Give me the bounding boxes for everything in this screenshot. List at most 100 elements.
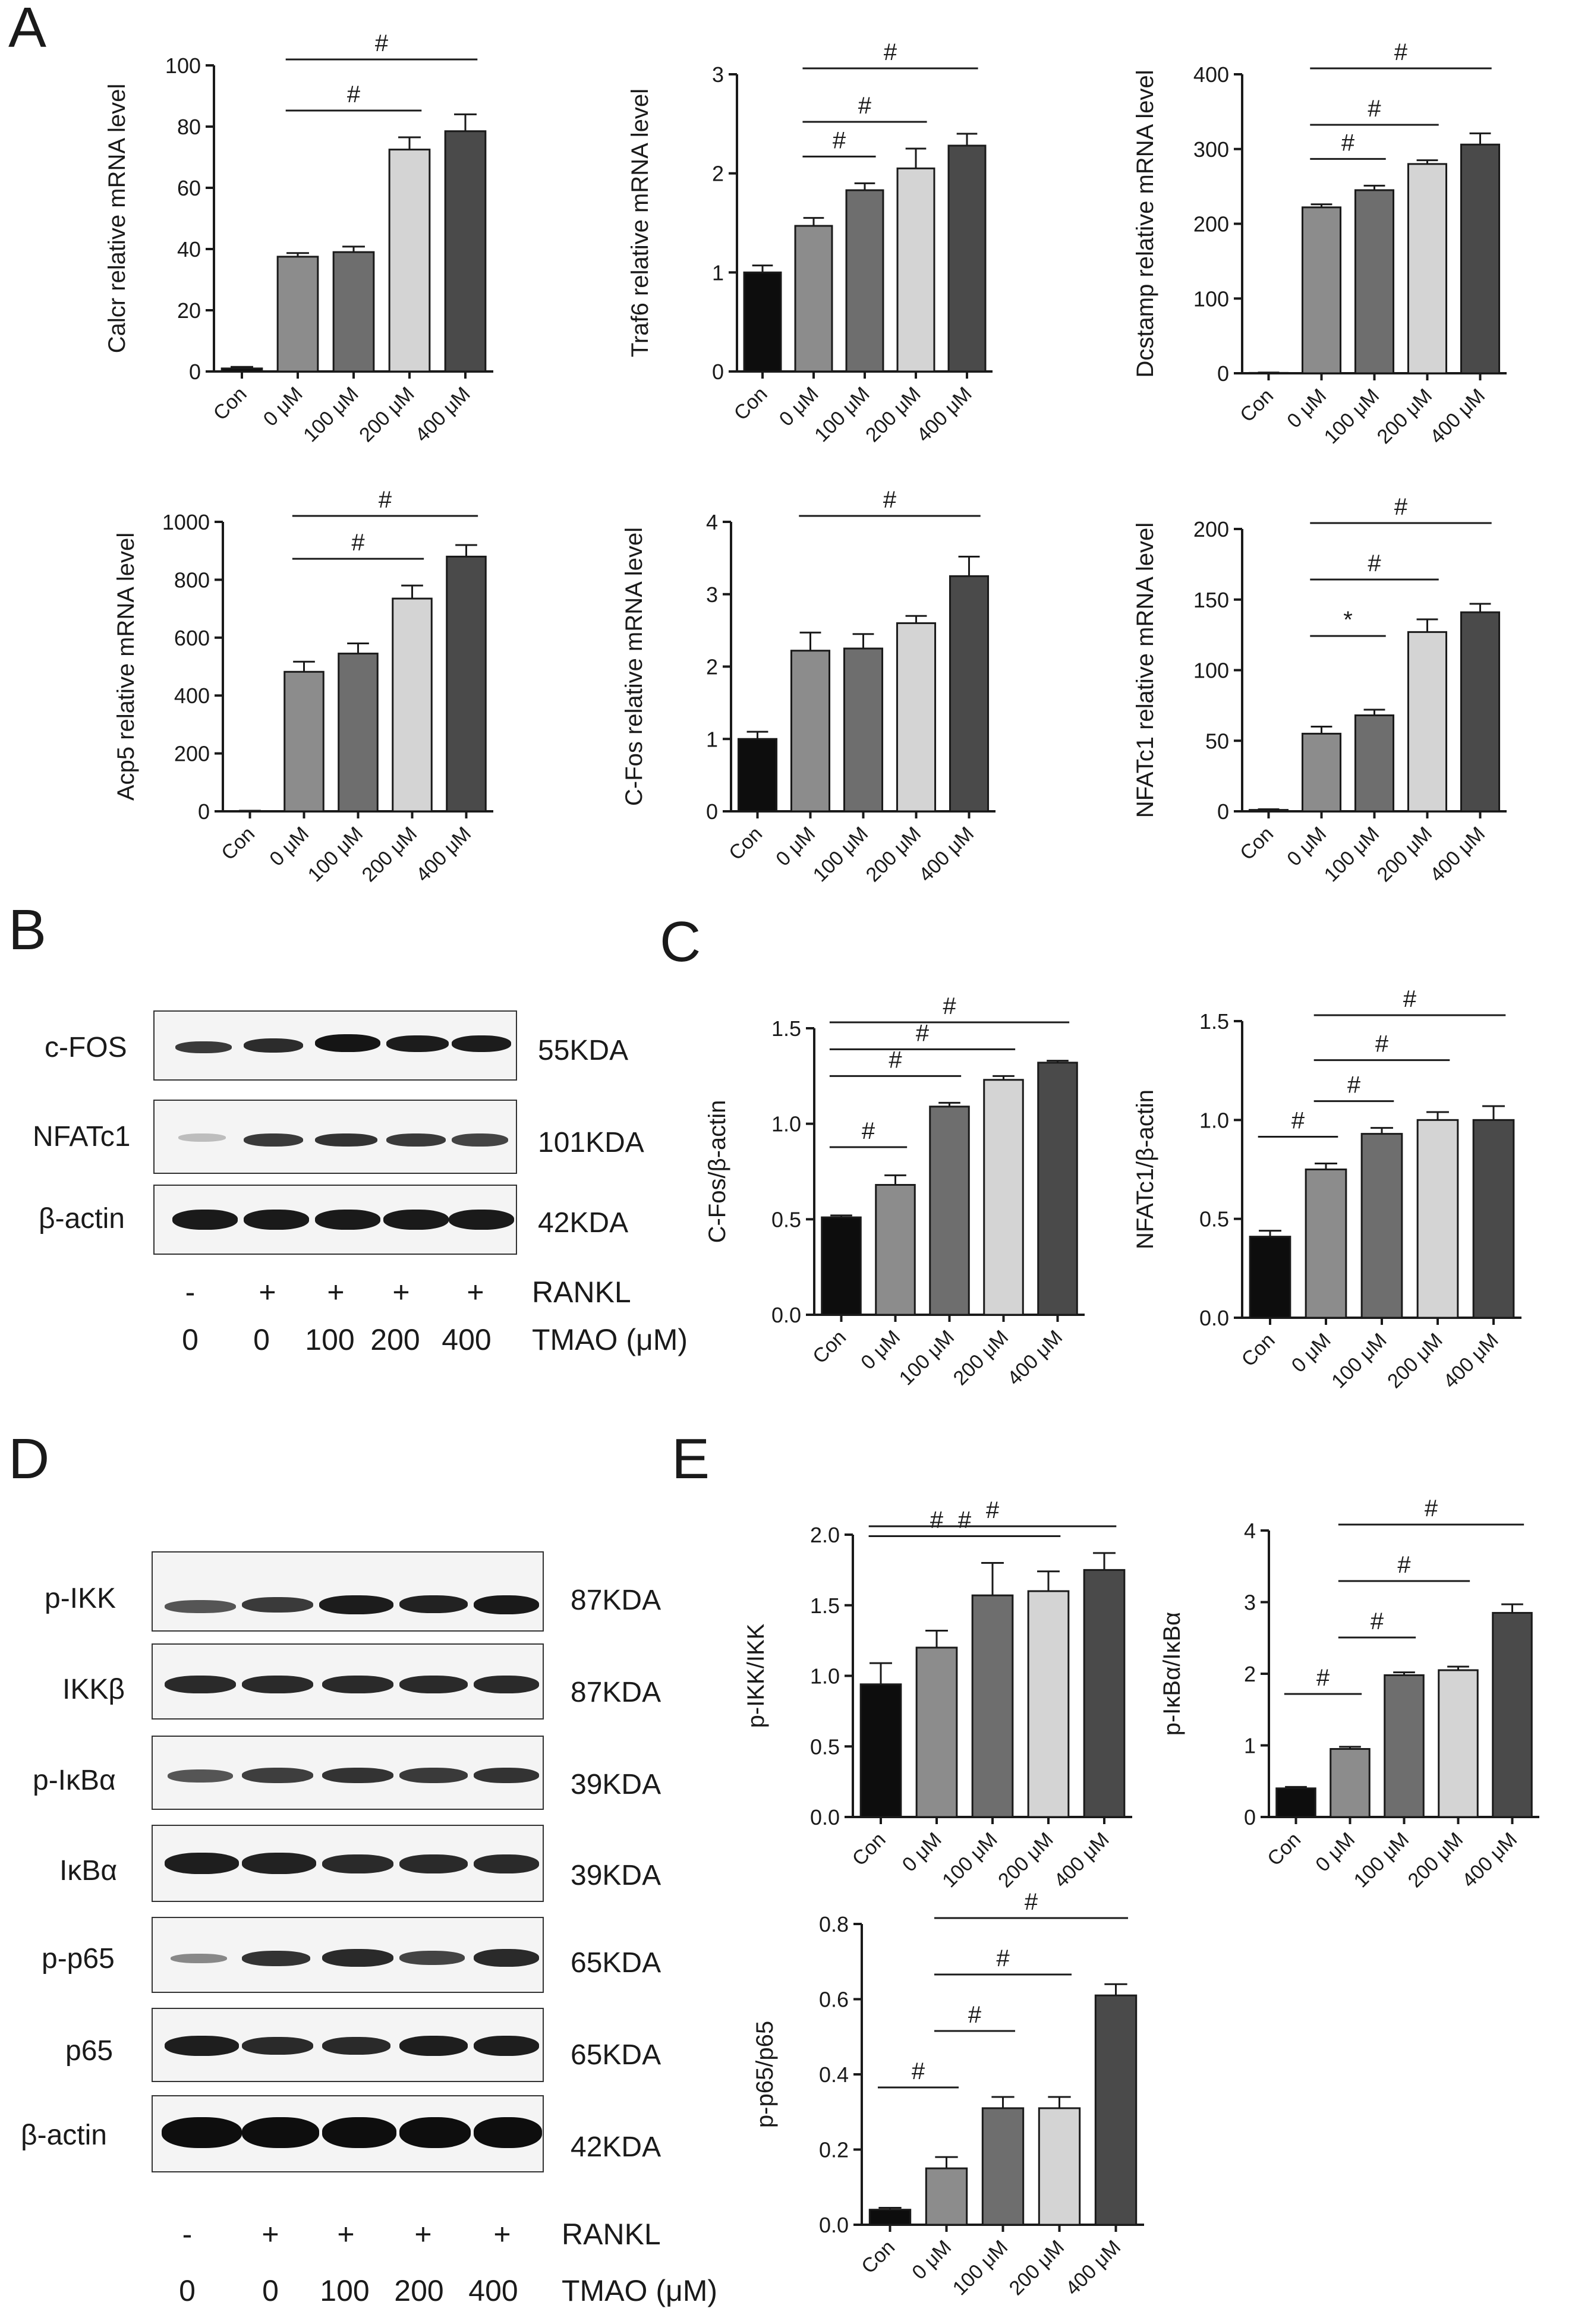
band: [452, 1035, 511, 1052]
band: [244, 1133, 303, 1147]
blot-b-tmao-4: 400: [442, 1323, 492, 1356]
band: [171, 1954, 227, 1963]
y-tick-label: 100: [1193, 659, 1229, 683]
bar: [1301, 732, 1342, 813]
bar: [1438, 1669, 1479, 1818]
y-tick-label: 2: [706, 655, 718, 679]
chart-group-traf6: 0 1 2 3 Traf6 relative mRNA level Con 0 μM100 …: [627, 39, 993, 446]
x-tick-label: 0 μM: [856, 1326, 905, 1374]
significance-mark: #: [1371, 1608, 1384, 1635]
blot-b-rankl-label: RANKL: [532, 1276, 631, 1309]
bar: [915, 1646, 958, 1818]
panel-letter-d: D: [8, 1427, 50, 1491]
y-tick-label: 100: [1193, 286, 1229, 311]
x-tick-label: 200 μM: [1005, 2236, 1069, 2300]
y-tick-label: 60: [177, 176, 201, 200]
band: [242, 1768, 313, 1783]
panel-letter-a: A: [8, 0, 47, 59]
x-tick-label: 200 μM: [949, 1326, 1013, 1390]
y-tick-label: 0: [1244, 1805, 1256, 1829]
y-axis-label: NFATc1 relative mRNA level: [1132, 522, 1158, 818]
blot-b-kda-nfatc1: 101KDA: [538, 1127, 644, 1158]
x-tick-label: 400 μM: [912, 383, 976, 447]
blot-b-tmao-1: 0: [253, 1323, 270, 1356]
x-tick-label: 0 μM: [1283, 385, 1331, 433]
blot-d-strip-pikba: [152, 1736, 544, 1810]
significance-mark: #: [889, 1047, 902, 1073]
y-tick-label: 0.0: [810, 1805, 840, 1829]
band: [315, 1034, 380, 1052]
x-tick-label: 400 μM: [1061, 2236, 1126, 2300]
y-axis-label: Traf6 relative mRNA level: [627, 89, 653, 357]
bar: [737, 738, 778, 813]
blot-d-label-p65: p65: [65, 2035, 114, 2067]
x-tick-label: 100 μM: [1350, 1828, 1414, 1892]
y-tick-label: 150: [1193, 588, 1229, 612]
bar: [896, 167, 935, 373]
significance-mark: *: [1343, 607, 1353, 633]
bar: [338, 653, 379, 813]
significance-mark: #: [883, 487, 897, 513]
x-tick-label: Con: [209, 383, 251, 425]
panel-letter-b: B: [8, 898, 47, 962]
significance-mark: #: [943, 993, 956, 1019]
x-tick-label: 200 μM: [1383, 1329, 1447, 1393]
x-tick-label: 100 μM: [1327, 1329, 1391, 1393]
y-tick-label: 0.0: [1199, 1306, 1229, 1330]
blot-b-rankl-0: -: [185, 1276, 196, 1309]
bar: [1305, 1169, 1347, 1319]
blot-d-kda-ikkb: 87KDA: [571, 1677, 661, 1708]
bar: [843, 647, 884, 813]
band: [383, 1210, 449, 1230]
band: [399, 1676, 468, 1693]
blot-b-label-nfatc1: NFATc1: [33, 1121, 131, 1152]
band: [449, 1210, 514, 1230]
bar: [388, 149, 431, 373]
y-tick-label: 80: [177, 115, 201, 139]
blot-d-label-pp65: p-p65: [42, 1943, 115, 1975]
y-tick-label: 0.0: [771, 1303, 801, 1327]
y-axis-label: Calcr relative mRNA level: [104, 84, 130, 353]
blot-d-tmao-2: 100: [320, 2274, 370, 2307]
significance-mark: #: [833, 127, 846, 153]
band: [242, 2117, 319, 2148]
y-tick-label: 0.5: [810, 1734, 840, 1759]
bar: [1416, 1119, 1459, 1319]
y-tick-label: 200: [174, 742, 210, 766]
band: [474, 1595, 539, 1614]
x-tick-label: 400 μM: [1426, 385, 1490, 449]
significance-mark: #: [347, 81, 361, 108]
blot-d-rankl-4: +: [493, 2218, 511, 2251]
significance-mark: #: [1025, 1889, 1038, 1915]
x-tick-label: 400 μM: [1050, 1828, 1114, 1892]
y-tick-label: 50: [1205, 729, 1229, 753]
chart-group-cfos: 0 1 2 3 4 C-Fos relative mRNA level Con 0 μM100…: [621, 487, 996, 886]
bar: [947, 144, 987, 373]
x-tick-label: 100 μM: [1320, 823, 1384, 887]
bar: [821, 1216, 862, 1316]
y-tick-label: 1.5: [1199, 1009, 1229, 1034]
band: [165, 1853, 239, 1874]
blot-d-kda-actin: 42KDA: [571, 2131, 661, 2163]
bar: [1460, 143, 1501, 374]
y-tick-label: 1.0: [810, 1664, 840, 1689]
bar: [1407, 163, 1448, 374]
bar: [392, 597, 433, 813]
significance-mark: #: [1394, 494, 1408, 520]
blot-b-kda-cfos: 55KDA: [538, 1035, 629, 1066]
x-tick-label: 0 μM: [771, 823, 820, 871]
band: [399, 1854, 468, 1873]
significance-mark: #: [916, 1020, 930, 1046]
blot-d-label-pikk: p-IKK: [45, 1583, 116, 1614]
band: [322, 2037, 390, 2055]
blot-d-rankl-label: RANKL: [562, 2218, 661, 2251]
y-tick-label: 400: [1193, 62, 1229, 87]
band: [244, 1210, 309, 1230]
y-tick-label: 0: [706, 799, 718, 824]
y-tick-label: 0.8: [819, 1912, 849, 1936]
y-tick-label: 1: [706, 727, 718, 751]
bar: [283, 670, 325, 813]
